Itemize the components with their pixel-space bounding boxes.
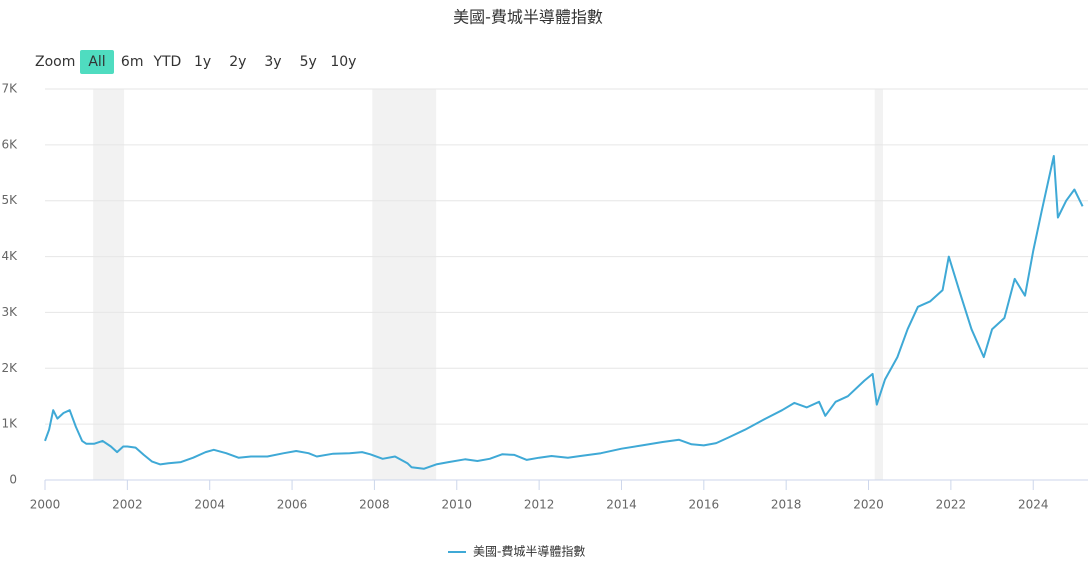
x-tick-label: 2024 <box>1018 498 1049 512</box>
x-tick-label: 2000 <box>30 498 61 512</box>
range-button[interactable]: 5y <box>300 54 317 70</box>
x-tick-label: 2012 <box>524 498 555 512</box>
range-button[interactable]: YTD <box>152 54 181 70</box>
series-line <box>44 155 1084 470</box>
y-tick-label: 1K <box>1 417 18 431</box>
range-button-label: 2y <box>229 54 246 70</box>
range-button-label: 3y <box>264 54 281 70</box>
x-tick-label: 2014 <box>606 498 637 512</box>
legend-label: 美國-費城半導體指數 <box>473 544 585 559</box>
plot-band <box>372 89 437 480</box>
x-tick-label: 2010 <box>441 498 472 512</box>
y-tick-label: 2K <box>1 361 18 375</box>
x-tick-label: 2016 <box>689 498 720 512</box>
y-tick-label: 6K <box>1 137 18 151</box>
x-tick-label: 2018 <box>771 498 802 512</box>
y-tick-label: 4K <box>1 249 18 263</box>
x-tick-label: 2022 <box>936 498 967 512</box>
range-button-label: 6m <box>121 54 144 70</box>
x-tick-label: 2006 <box>277 498 308 512</box>
chart-title: 美國-費城半導體指數 <box>453 8 603 27</box>
range-button-bg <box>80 50 114 74</box>
range-button[interactable]: All <box>80 50 114 74</box>
range-button[interactable]: 6m <box>121 54 144 70</box>
range-button-label: 10y <box>330 54 356 70</box>
range-button[interactable]: 3y <box>264 54 281 70</box>
plot-band <box>93 89 125 480</box>
x-tick-label: 2004 <box>194 498 225 512</box>
x-tick-label: 2008 <box>359 498 390 512</box>
x-tick-label: 2020 <box>853 498 884 512</box>
range-button-label: 1y <box>194 54 211 70</box>
plot-band <box>874 89 883 480</box>
range-button-label: 5y <box>300 54 317 70</box>
range-button[interactable]: 2y <box>229 54 246 70</box>
y-tick-label: 0 <box>9 473 17 487</box>
range-button[interactable]: 10y <box>330 54 356 70</box>
range-button[interactable]: 1y <box>194 54 211 70</box>
y-tick-label: 7K <box>1 82 18 96</box>
legend-item[interactable]: 美國-費城半導體指數 <box>448 544 585 559</box>
range-button-label: YTD <box>152 54 181 70</box>
y-tick-label: 5K <box>1 193 18 207</box>
x-tick-label: 2002 <box>112 498 143 512</box>
y-tick-label: 3K <box>1 305 18 319</box>
range-button-label: All <box>88 54 105 70</box>
zoom-label: Zoom <box>35 54 75 70</box>
